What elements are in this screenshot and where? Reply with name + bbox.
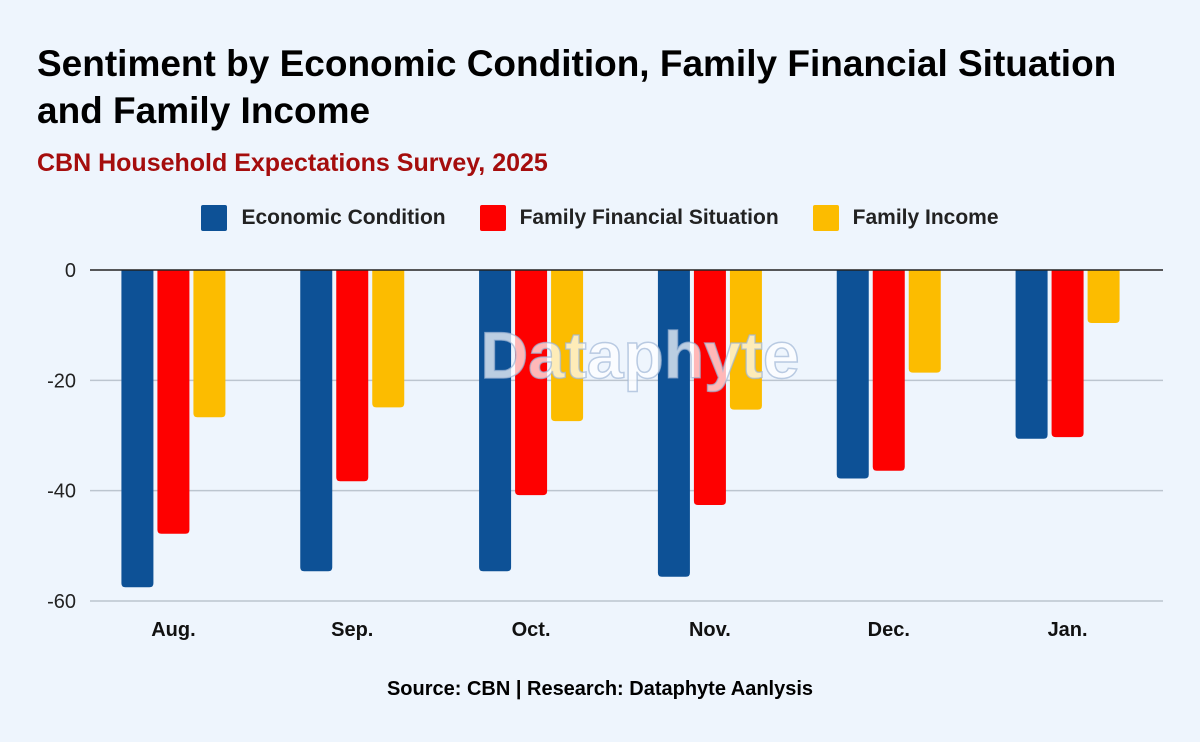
x-tick-label: Sep.	[331, 619, 373, 641]
legend-item-economic-condition: Economic Condition	[201, 205, 446, 231]
bar-family-financial-situation-oct	[515, 270, 548, 496]
legend-swatch-economic-condition	[201, 205, 228, 231]
bar-family-financial-situation-dec	[872, 270, 905, 471]
bar-family-income-jan	[1087, 270, 1120, 323]
x-tick-label: Oct.	[512, 619, 551, 641]
bar-family-financial-situation-sep	[336, 270, 369, 482]
legend-swatch-family-income	[812, 205, 839, 231]
y-tick-label: -20	[47, 370, 76, 392]
bar-family-financial-situation-nov	[693, 270, 726, 506]
legend: Economic Condition Family Financial Situ…	[0, 205, 1200, 231]
bar-family-income-sep	[372, 270, 405, 408]
y-tick-label: -40	[47, 481, 76, 503]
label-layer: 0 -20 -40 -60 Aug. Sep. Oct. Nov. Dec. Jan.	[47, 260, 1088, 641]
bar-family-financial-situation-jan	[1051, 270, 1084, 438]
bar-family-income-nov	[729, 270, 762, 410]
legend-label-economic-condition: Economic Condition	[241, 206, 446, 229]
bar-economic-condition-oct	[479, 270, 512, 572]
bar-family-income-dec	[908, 270, 941, 373]
legend-item-family-income: Family Income	[812, 205, 999, 231]
bar-economic-condition-dec	[836, 270, 869, 479]
bar-economic-condition-nov	[657, 270, 690, 577]
bar-economic-condition-jan	[1015, 270, 1048, 439]
chart-title: Sentiment by Economic Condition, Family …	[37, 43, 1117, 131]
x-tick-label: Aug.	[151, 619, 195, 641]
legend-swatch-family-financial-situation	[479, 205, 506, 231]
grid-layer	[90, 379, 1163, 602]
bar-family-financial-situation-aug	[157, 270, 190, 534]
y-tick-label: -60	[47, 591, 76, 613]
chart-subtitle: CBN Household Expectations Survey, 2025	[37, 149, 548, 177]
legend-label-family-financial-situation: Family Financial Situation	[519, 206, 779, 229]
watermark-text: Dataphyte	[480, 318, 799, 392]
bar-economic-condition-aug	[121, 270, 154, 588]
source-note: Source: CBN | Research: Dataphyte Aanlys…	[386, 678, 814, 700]
bar-economic-condition-sep	[300, 270, 333, 572]
bar-family-income-aug	[193, 270, 226, 418]
x-tick-label: Jan.	[1048, 619, 1088, 641]
y-tick-label: 0	[65, 260, 76, 282]
x-tick-label: Nov.	[689, 619, 731, 641]
x-tick-label: Dec.	[868, 619, 910, 641]
bar-layer	[121, 270, 1120, 588]
legend-label-family-income: Family Income	[852, 206, 999, 229]
bar-family-income-oct	[551, 270, 584, 422]
legend-item-family-financial-situation: Family Financial Situation	[479, 205, 779, 231]
